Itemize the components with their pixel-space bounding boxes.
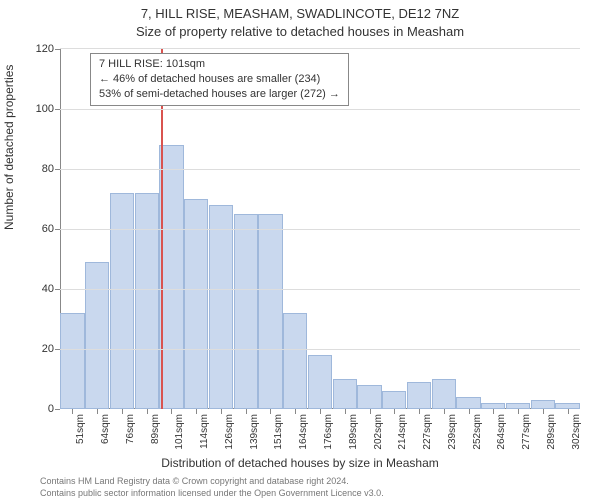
x-tick-label: 202sqm [373, 414, 384, 450]
x-tick-mark [171, 409, 172, 414]
bar [333, 379, 357, 409]
bar [283, 313, 307, 409]
y-tick-mark [55, 289, 60, 290]
y-tick-mark [55, 409, 60, 410]
x-tick-mark [196, 409, 197, 414]
x-tick-mark [72, 409, 73, 414]
gridline [60, 169, 580, 170]
info-box: 7 HILL RISE: 101sqm ← 46% of detached ho… [90, 53, 349, 106]
gridline [60, 229, 580, 230]
x-tick-label: 126sqm [224, 414, 235, 450]
x-tick-mark [444, 409, 445, 414]
y-tick-mark [55, 349, 60, 350]
x-tick-mark [295, 409, 296, 414]
x-tick-mark [493, 409, 494, 414]
y-tick-label: 40 [14, 283, 54, 295]
x-tick-mark [147, 409, 148, 414]
bar [209, 205, 233, 409]
x-tick-label: 214sqm [397, 414, 408, 450]
bar [184, 199, 208, 409]
x-tick-label: 114sqm [199, 414, 210, 449]
x-tick-label: 101sqm [174, 414, 185, 450]
x-tick-mark [320, 409, 321, 414]
x-tick-mark [270, 409, 271, 414]
x-tick-mark [345, 409, 346, 414]
bar [531, 400, 555, 409]
y-tick-label: 120 [14, 43, 54, 55]
bar [60, 313, 84, 409]
bar [135, 193, 159, 409]
footer-line-2: Contains public sector information licen… [40, 488, 384, 498]
y-tick-label: 80 [14, 163, 54, 175]
x-tick-mark [469, 409, 470, 414]
x-tick-label: 289sqm [546, 414, 557, 450]
gridline [60, 289, 580, 290]
y-axis-label: Number of detached properties [2, 65, 16, 230]
x-tick-label: 76sqm [125, 414, 136, 444]
footer-line-1: Contains HM Land Registry data © Crown c… [40, 476, 349, 486]
x-tick-mark [246, 409, 247, 414]
bar [382, 391, 406, 409]
gridline [60, 109, 580, 110]
gridline [60, 349, 580, 350]
x-tick-mark [518, 409, 519, 414]
x-tick-mark [370, 409, 371, 414]
x-axis-label: Distribution of detached houses by size … [0, 456, 600, 470]
x-tick-mark [568, 409, 569, 414]
y-tick-label: 0 [14, 403, 54, 415]
plot-inner: 7 HILL RISE: 101sqm ← 46% of detached ho… [60, 48, 580, 409]
y-tick-label: 20 [14, 343, 54, 355]
bar [85, 262, 109, 409]
bar [110, 193, 134, 409]
y-tick-mark [55, 109, 60, 110]
x-tick-label: 164sqm [298, 414, 309, 450]
y-tick-mark [55, 229, 60, 230]
x-tick-mark [394, 409, 395, 414]
bar [357, 385, 381, 409]
x-tick-label: 176sqm [323, 414, 334, 450]
title-line-2: Size of property relative to detached ho… [0, 24, 600, 39]
x-tick-label: 89sqm [150, 414, 161, 444]
x-tick-mark [122, 409, 123, 414]
y-tick-mark [55, 169, 60, 170]
title-line-1: 7, HILL RISE, MEASHAM, SWADLINCOTE, DE12… [0, 6, 600, 21]
bar [308, 355, 332, 409]
bar [432, 379, 456, 409]
info-box-line1: 7 HILL RISE: 101sqm [99, 57, 340, 72]
plot-area: 7 HILL RISE: 101sqm ← 46% of detached ho… [60, 48, 580, 408]
bar [234, 214, 258, 409]
x-tick-label: 189sqm [348, 414, 359, 450]
x-tick-label: 252sqm [472, 414, 483, 450]
x-tick-label: 277sqm [521, 414, 532, 450]
x-tick-label: 302sqm [571, 414, 582, 450]
x-tick-label: 139sqm [249, 414, 260, 450]
x-tick-label: 51sqm [75, 414, 86, 444]
x-tick-label: 264sqm [496, 414, 507, 450]
x-tick-label: 239sqm [447, 414, 458, 450]
bar [407, 382, 431, 409]
x-tick-label: 151sqm [273, 414, 284, 450]
bar [456, 397, 480, 409]
y-tick-label: 60 [14, 223, 54, 235]
y-tick-label: 100 [14, 103, 54, 115]
x-tick-mark [543, 409, 544, 414]
bar [258, 214, 282, 409]
x-tick-mark [419, 409, 420, 414]
y-tick-mark [55, 49, 60, 50]
chart-container: 7, HILL RISE, MEASHAM, SWADLINCOTE, DE12… [0, 0, 600, 500]
x-tick-label: 64sqm [100, 414, 111, 444]
x-tick-label: 227sqm [422, 414, 433, 450]
x-tick-mark [221, 409, 222, 414]
x-tick-mark [97, 409, 98, 414]
info-box-line3: 53% of semi-detached houses are larger (… [99, 87, 340, 102]
info-box-line2: ← 46% of detached houses are smaller (23… [99, 72, 340, 87]
